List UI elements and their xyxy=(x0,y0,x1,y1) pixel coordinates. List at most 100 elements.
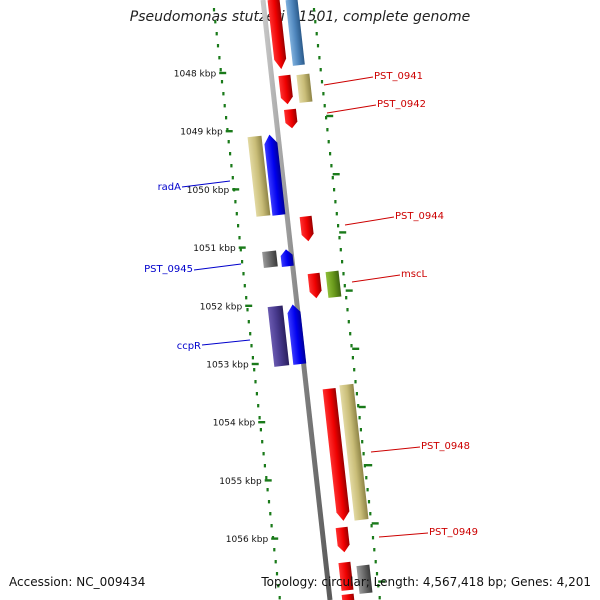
scale-dot-right xyxy=(334,200,337,204)
scale-dot-right xyxy=(323,104,326,108)
gene-feature-gray xyxy=(262,250,278,268)
scale-dot-left xyxy=(275,572,279,576)
scale-dot-right xyxy=(335,212,338,216)
gene-label-mscL: mscL xyxy=(401,269,427,280)
scale-dot-right xyxy=(362,452,365,456)
scale-dot-right xyxy=(371,536,375,540)
accession-text: Accession: NC_009434 xyxy=(9,575,146,589)
scale-dot-left xyxy=(234,200,237,204)
gene-feature-red xyxy=(267,0,287,70)
scale-dot-left xyxy=(251,356,254,360)
gene-feature-red xyxy=(278,74,293,105)
scale-dot-right xyxy=(349,332,352,336)
scale-dot-right xyxy=(315,32,318,36)
scale-dot-right xyxy=(351,356,354,360)
scale-dot-right xyxy=(350,344,353,348)
scale-tick-label: 1054 kbp xyxy=(213,419,256,429)
leader-line-PST_0945 xyxy=(193,263,242,271)
scale-dot-left xyxy=(250,344,253,348)
gene-labels: radA PST_0945 ccpR PST_0941 PST_0942 PST… xyxy=(144,71,478,538)
scale-dot-right xyxy=(333,188,336,192)
scale-dot-left xyxy=(265,476,268,480)
scale-dot-right xyxy=(346,308,349,312)
scale-dot-right xyxy=(377,584,380,588)
gene-feature-khaki xyxy=(339,383,369,521)
gene-label-PST_0944: PST_0944 xyxy=(395,211,444,222)
scale-dot-left xyxy=(242,272,245,276)
scale-dot-left xyxy=(229,152,232,156)
scale-dot-right xyxy=(320,80,324,84)
scale-ruler xyxy=(212,8,381,600)
scale-dot-right xyxy=(331,176,334,180)
scale-dot-left xyxy=(243,284,246,288)
gene-feature-gray xyxy=(356,564,373,594)
gene-feature-red xyxy=(307,272,322,299)
scale-dot-left xyxy=(278,596,281,600)
scale-dot-right xyxy=(354,380,357,384)
scale-dot-right xyxy=(341,260,344,264)
scale-dot-left xyxy=(255,392,258,396)
scale-dot-left xyxy=(226,128,229,132)
scale-tick-label: 1050 kbp xyxy=(187,186,230,196)
scale-dot-left xyxy=(257,404,260,408)
gene-feature-red xyxy=(283,108,298,129)
leader-line-PST_0944 xyxy=(344,216,395,226)
scale-dot-right xyxy=(312,8,316,12)
scale-dot-left xyxy=(247,320,250,324)
scale-dot-left xyxy=(245,296,248,300)
scale-dot-right xyxy=(337,224,340,228)
scale-dot-right xyxy=(338,236,341,240)
scale-tick-label: 1048 kbp xyxy=(174,70,217,80)
gene-feature-blue xyxy=(264,134,286,216)
scale-dot-left xyxy=(262,452,265,456)
scale-dot-right xyxy=(329,152,332,156)
scale-dot-left xyxy=(220,80,224,84)
scale-dot-right xyxy=(355,392,358,396)
scale-dot-left xyxy=(222,92,225,96)
scale-tick-labels: 1048 kbp 1049 kbp 1050 kbp 1051 kbp 1052 kbp… xyxy=(174,70,269,546)
scale-dot-left xyxy=(259,428,262,432)
scale-dot-right xyxy=(369,512,372,516)
scale-dot-left xyxy=(237,224,240,228)
scale-dot-right xyxy=(365,476,368,480)
scale-dot-left xyxy=(253,368,256,372)
gene-feature-red xyxy=(341,593,355,600)
scale-dot-right xyxy=(314,20,317,24)
scale-dot-left xyxy=(270,524,273,528)
gene-feature-red xyxy=(299,215,314,242)
scale-dot-left xyxy=(266,488,269,492)
scale-dot-left xyxy=(225,116,228,120)
gene-label-PST_0949: PST_0949 xyxy=(429,527,478,538)
scale-tick-label: 1053 kbp xyxy=(206,361,249,371)
gene-feature-blue xyxy=(280,249,294,267)
scale-dot-right xyxy=(370,524,373,528)
gene-label-ccpR: ccpR xyxy=(177,341,201,352)
scale-dot-left xyxy=(218,56,221,60)
leader-line-mscL xyxy=(351,274,401,283)
gene-label-PST_0942: PST_0942 xyxy=(377,99,426,110)
gene-feature-red xyxy=(335,526,350,553)
scale-dot-right xyxy=(378,596,381,600)
scale-dot-left xyxy=(241,260,244,264)
scale-dot-right xyxy=(326,128,329,132)
scale-dot-right xyxy=(359,428,362,432)
scale-dot-right xyxy=(363,464,366,468)
scale-dot-left xyxy=(216,44,220,48)
scale-tick-label: 1056 kbp xyxy=(226,535,269,545)
leader-line-PST_0942 xyxy=(326,104,377,114)
scale-dot-right xyxy=(367,500,371,504)
scale-dot-right xyxy=(373,548,376,552)
gene-feature-slate xyxy=(267,305,290,367)
scale-dot-left xyxy=(277,584,280,588)
scale-dot-left xyxy=(254,380,257,384)
scale-dot-right xyxy=(316,44,320,48)
scale-dot-right xyxy=(353,368,356,372)
leader-line-ccpR xyxy=(201,339,251,346)
scale-dot-right xyxy=(322,92,325,96)
scale-dot-left xyxy=(227,140,230,144)
scale-dot-right xyxy=(374,560,377,564)
gene-label-radA: radA xyxy=(158,182,182,193)
scale-dot-right xyxy=(358,416,361,420)
scale-dot-left xyxy=(215,32,218,36)
